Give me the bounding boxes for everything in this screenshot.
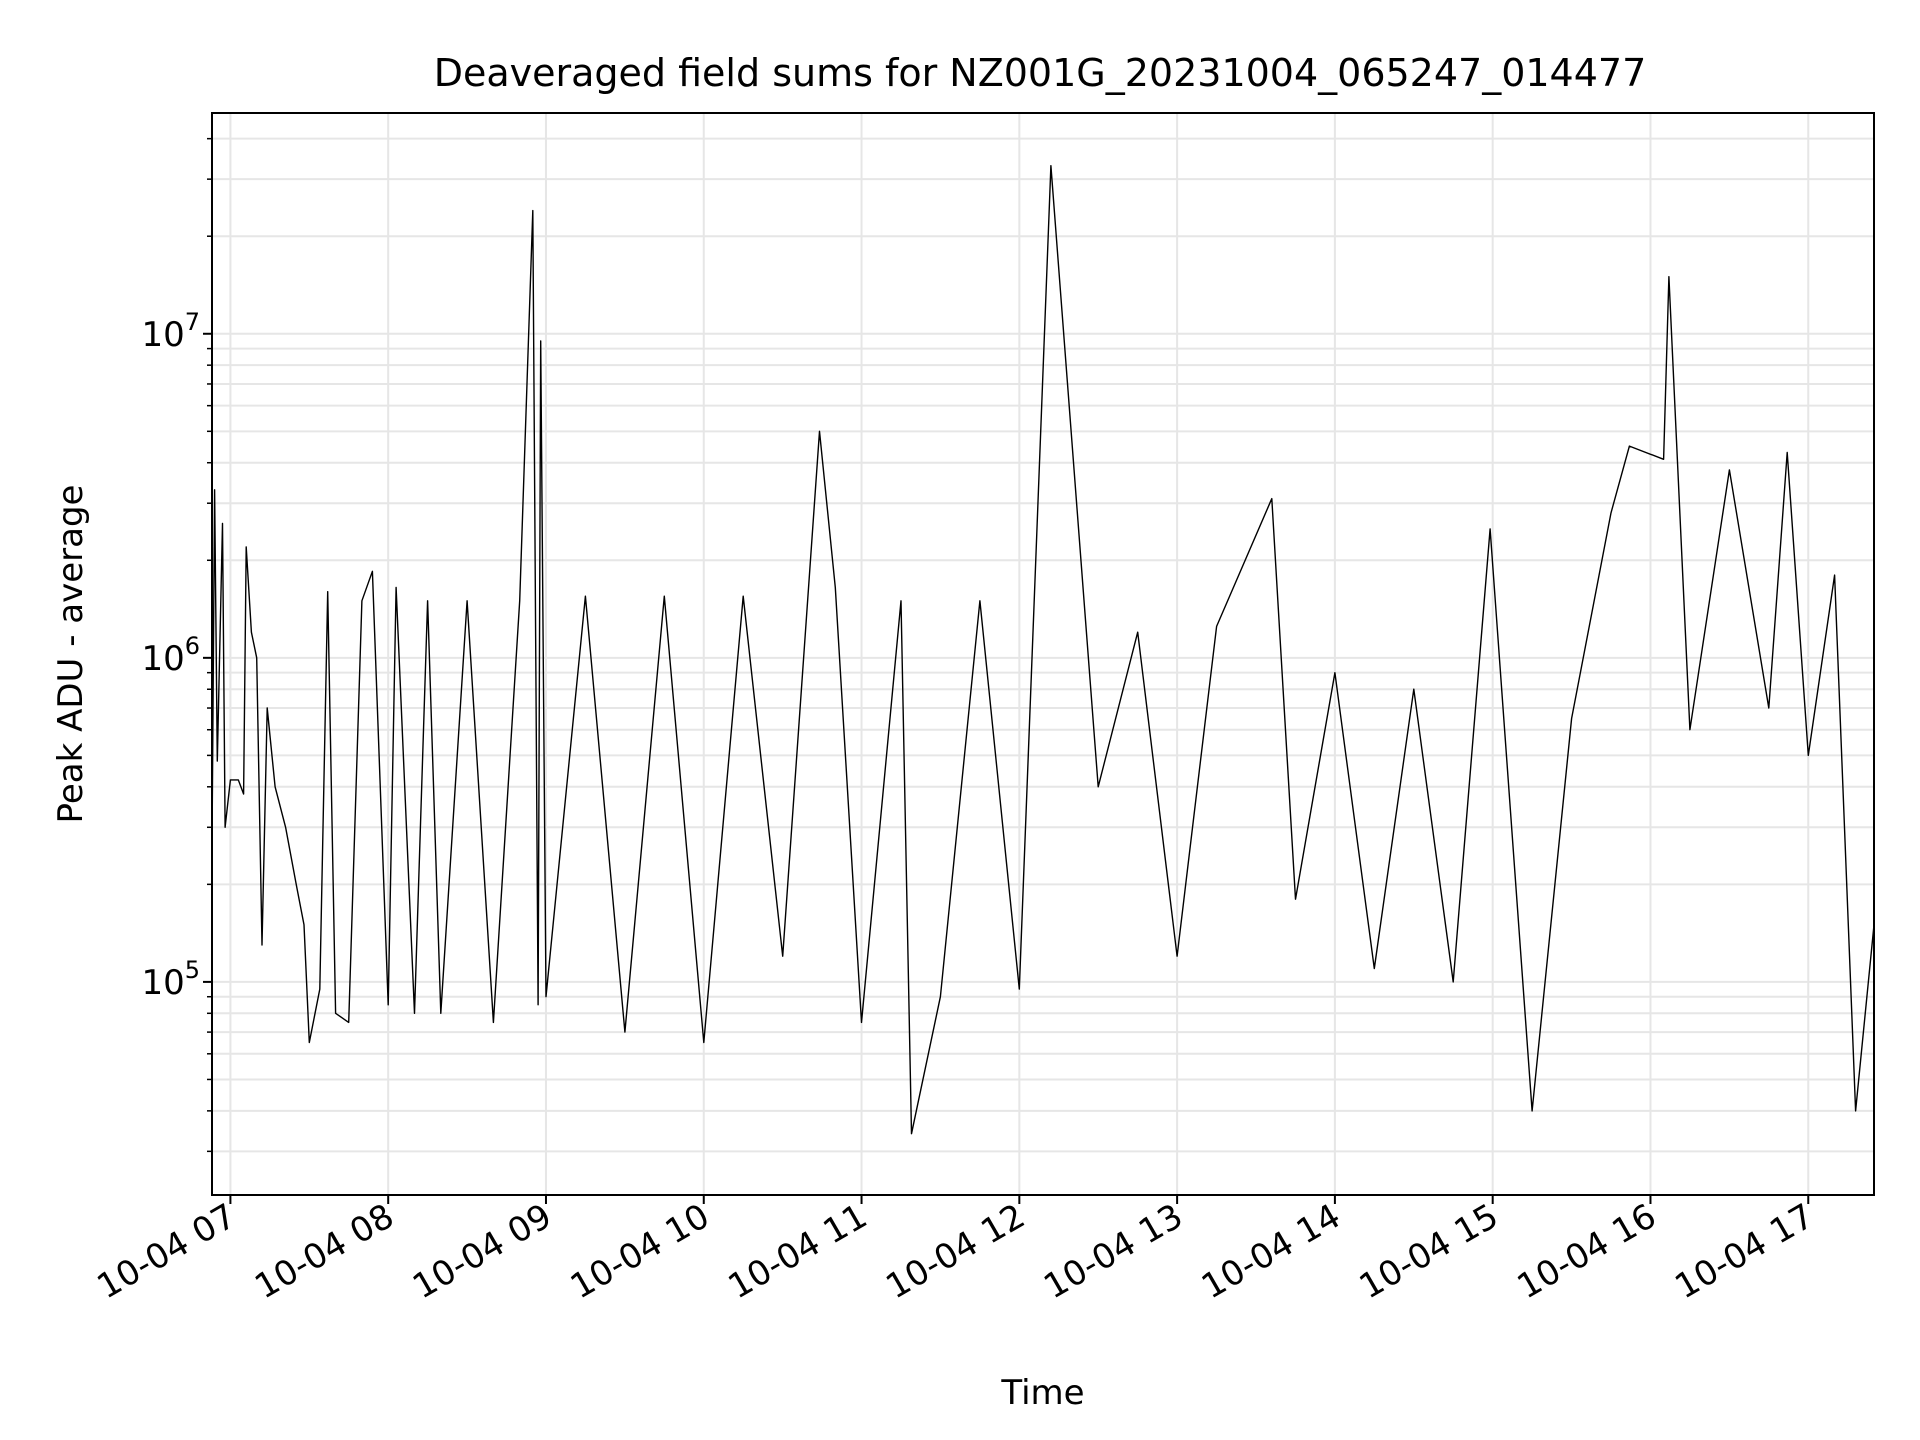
y-axis: 105 106 107	[141, 308, 200, 1003]
x-axis-label: Time	[1000, 1373, 1084, 1413]
series-line	[211, 165, 1875, 1135]
grid	[212, 113, 1874, 1195]
y-tick-label: 106	[141, 632, 200, 679]
series-group	[211, 165, 1875, 1135]
plot-frame	[211, 112, 1875, 1196]
y-tick-label: 105	[141, 956, 200, 1003]
y-minor-ticks	[203, 137, 212, 1153]
y-axis-label: Peak ADU - average	[51, 485, 91, 824]
y-tick-label: 107	[141, 308, 200, 355]
chart-title: Deaveraged field sums for NZ001G_2023100…	[434, 51, 1647, 95]
